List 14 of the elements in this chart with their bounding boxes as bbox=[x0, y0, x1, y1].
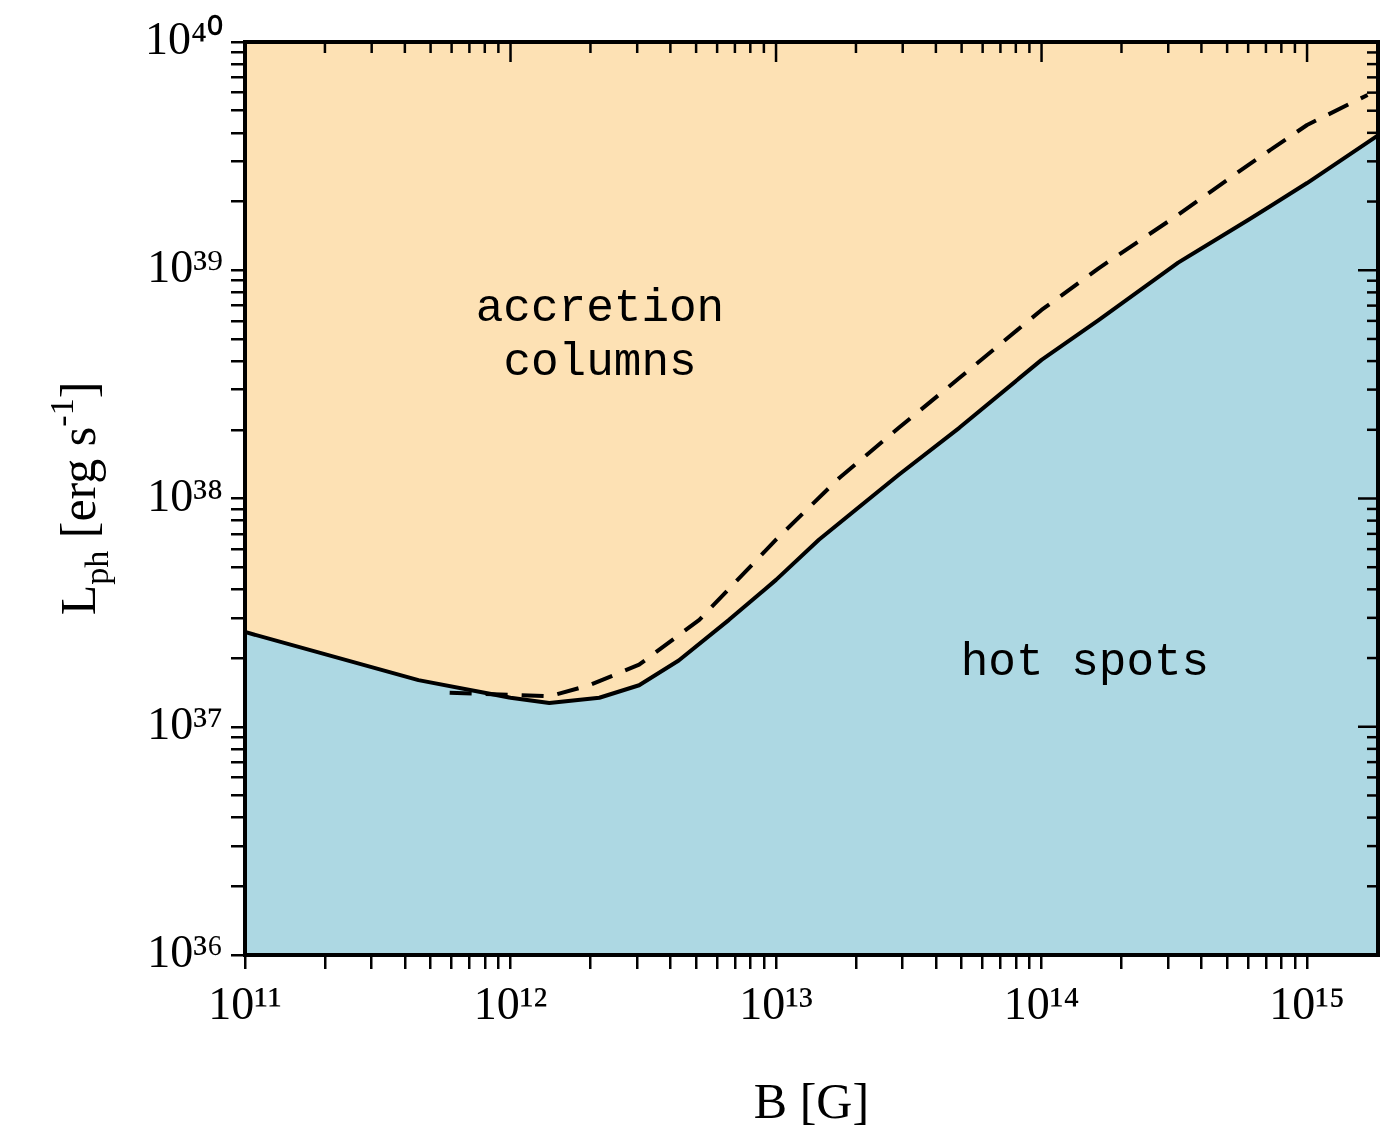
y-tick-label: 10³⁷ bbox=[147, 697, 223, 749]
annotation: hot spots bbox=[959, 636, 1211, 690]
annotation: accretion columns bbox=[474, 282, 726, 390]
x-tick-label: 10¹⁵ bbox=[1269, 977, 1345, 1029]
x-tick-label: 10¹¹ bbox=[208, 977, 282, 1029]
x-tick-label: 10¹³ bbox=[739, 977, 813, 1029]
x-axis-title: B [G] bbox=[753, 1073, 870, 1128]
y-axis-title: Lph [erg s-1] bbox=[42, 381, 115, 616]
y-tick-label: 10³⁸ bbox=[147, 469, 223, 521]
x-tick-label: 10¹² bbox=[473, 977, 548, 1029]
x-tick-label: 10¹⁴ bbox=[1003, 977, 1080, 1029]
y-tick-label: 10⁴⁰ bbox=[144, 13, 223, 65]
y-tick-label: 10³⁹ bbox=[147, 241, 223, 293]
y-tick-label: 10³⁶ bbox=[147, 926, 223, 978]
